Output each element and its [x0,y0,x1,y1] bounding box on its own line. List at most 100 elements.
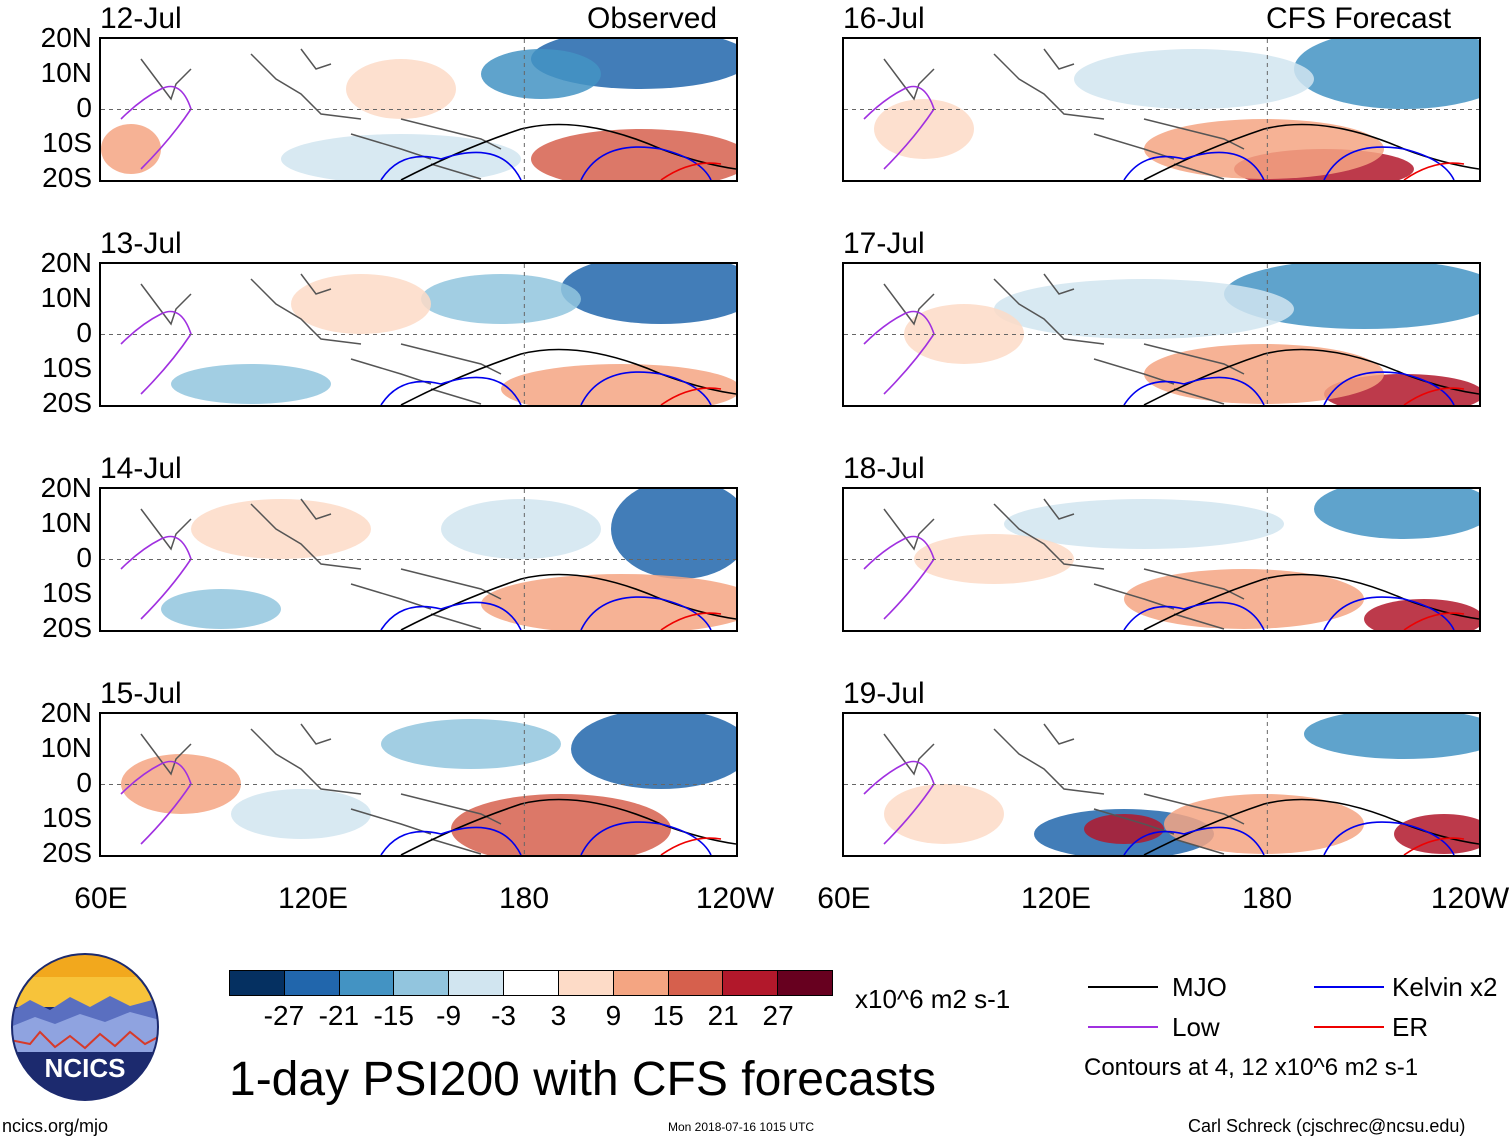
colorbar-swatch [723,971,779,995]
shaded-anomaly [1304,714,1479,759]
contour-line [1123,371,1455,405]
lat-label: 20S [42,387,92,418]
shaded-anomaly [171,364,331,404]
panel-date-label: 19-Jul [843,677,925,710]
lon-label-120w: 120W [695,882,775,915]
colorbar-swatch [504,971,559,995]
map-panel-forecast-3 [842,487,1481,632]
forecast-title: CFS Forecast [1266,2,1452,35]
coastline [883,273,1245,405]
lat-label: 10N [40,57,92,88]
colorbar-tick-label: -21 [318,1000,360,1031]
shaded-anomaly [346,59,456,119]
lat-label: 20S [42,612,92,643]
colorbar [229,970,833,996]
lat-label: 20N [40,472,92,503]
shaded-anomaly [874,99,974,159]
legend-label-low: Low [1172,1012,1220,1042]
colorbar-swatch [339,971,395,995]
coastline [883,48,1245,180]
contour-line [863,85,935,170]
contour-line [863,535,935,620]
lat-label: 20N [40,22,92,53]
shaded-anomaly [191,499,371,559]
colorbar-tick-label: -9 [436,1000,462,1031]
shaded-anomaly [441,499,601,559]
lat-label: 10N [40,507,92,538]
observed-title: Observed [587,2,718,35]
map-panel-observed-3 [99,487,738,632]
colorbar-units: x10^6 m2 s-1 [855,984,1011,1014]
map-panel-observed-1 [99,37,738,182]
lat-label: 10N [40,732,92,763]
contour-line [1143,573,1479,630]
contour-line [120,310,192,395]
shaded-anomaly [571,714,736,789]
ncics-logo: NCICS [11,953,159,1101]
contour-line [400,348,736,405]
colorbar-tick-label: -27 [263,1000,305,1031]
shaded-anomaly [611,489,736,579]
panel-date-label: 14-Jul [100,452,182,485]
contour-line [863,760,935,845]
map-panel-forecast-2 [842,262,1481,407]
shaded-anomaly [1164,794,1364,854]
panel-date-label: 15-Jul [100,677,182,710]
lat-label: 20N [40,697,92,728]
contour-line [1123,821,1455,855]
lat-label: 10S [42,127,92,158]
colorbar-swatch [394,971,450,995]
shaded-anomaly [1074,49,1314,109]
contour-line [400,123,736,180]
contour-line [120,760,192,845]
shaded-anomaly [381,719,561,769]
shaded-anomaly [1364,599,1479,630]
contour-line [660,387,722,405]
shaded-anomaly [161,589,281,629]
legend-line-low [1088,1026,1158,1028]
colorbar-tick-label: 21 [707,1000,739,1031]
contour-line [863,310,935,395]
contour-line [660,837,722,855]
map-panel-observed-2 [99,262,738,407]
lon-label-180: 180 [498,882,550,915]
colorbar-tick-label: 27 [762,1000,794,1031]
shaded-anomaly [501,364,736,405]
panel-date-label: 12-Jul [100,2,182,35]
legend-label-er: ER [1392,1012,1429,1042]
lat-label: 10S [42,352,92,383]
panel-date-label: 17-Jul [843,227,925,260]
lat-label: 0 [76,767,92,798]
contour-line [1403,162,1465,180]
colorbar-tick-label: 9 [605,1000,622,1031]
contour-line [1143,348,1479,405]
colorbar-tick-label: -3 [491,1000,516,1031]
contour-line [400,798,736,855]
lat-label: 10S [42,577,92,608]
lon-label-120w: 120W [1430,882,1510,915]
contour-line [380,371,712,405]
lon-label-60e: 60E [817,882,871,915]
lat-label: 20S [42,162,92,193]
contours-note: Contours at 4, 12 x10^6 m2 s-1 [1084,1054,1419,1081]
lon-label-60e: 60E [74,882,128,915]
legend-line-mjo [1088,986,1158,988]
lat-label: 0 [76,92,92,123]
shaded-anomaly [101,124,161,174]
colorbar-swatch [668,971,724,995]
legend-label-mjo: MJO [1172,972,1227,1002]
footer-timestamp: Mon 2018-07-16 1015 UTC [668,1120,815,1134]
lon-label-120e: 120E [277,882,349,915]
contour-line [1403,387,1465,405]
shaded-anomaly [561,264,736,324]
lat-label: 10S [42,802,92,833]
shaded-anomaly [1314,489,1479,539]
contour-line [380,821,712,855]
contour-line [1143,798,1479,855]
contour-line [660,612,722,630]
colorbar-swatch [778,971,832,995]
contour-line [380,596,712,630]
contour-line [1403,837,1465,855]
legend-line-kelvin [1314,986,1384,988]
lat-label: 0 [76,542,92,573]
